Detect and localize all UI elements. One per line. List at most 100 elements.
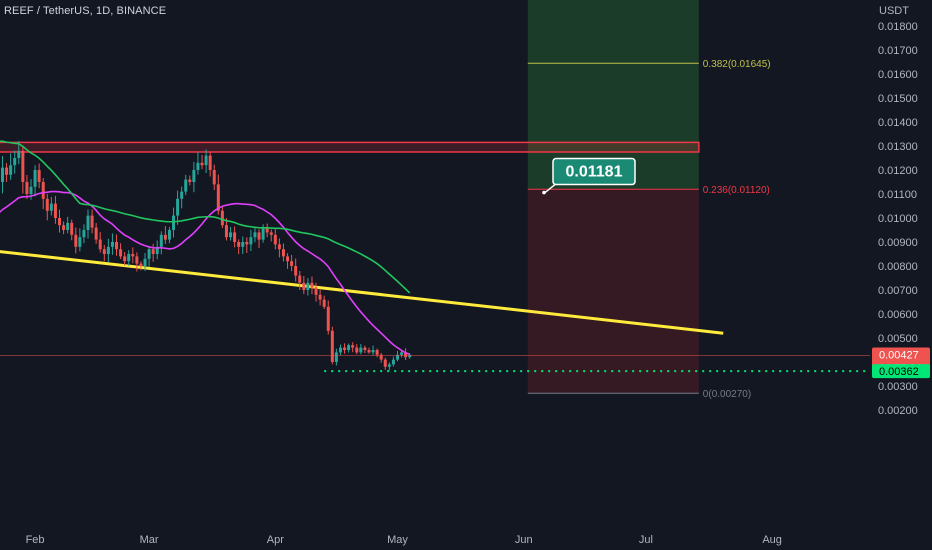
candle bbox=[379, 352, 383, 363]
price-callout[interactable]: 0.01181 bbox=[542, 157, 636, 195]
time-tick-label: May bbox=[387, 534, 408, 546]
candle bbox=[363, 345, 367, 354]
candle bbox=[82, 224, 86, 244]
candle bbox=[159, 231, 163, 255]
candle bbox=[94, 223, 98, 244]
price-axis-unit: USDT bbox=[879, 5, 909, 17]
candle bbox=[253, 227, 257, 243]
candle bbox=[224, 218, 228, 241]
candle bbox=[74, 227, 78, 254]
candle bbox=[237, 239, 241, 255]
candle bbox=[367, 347, 371, 354]
candle bbox=[180, 186, 184, 209]
current-price-value: 0.00427 bbox=[879, 350, 919, 362]
time-axis[interactable]: Feb Mar Apr May Jun Jul Aug bbox=[26, 534, 782, 546]
candle bbox=[115, 234, 119, 256]
candle bbox=[123, 252, 127, 266]
candle bbox=[62, 221, 66, 235]
price-tick-label: 0.00800 bbox=[878, 261, 918, 273]
time-tick-label: Jun bbox=[515, 534, 533, 546]
price-tick-label: 0.01200 bbox=[878, 165, 918, 177]
candle bbox=[151, 243, 155, 262]
candle bbox=[90, 209, 94, 234]
candle bbox=[176, 190, 180, 225]
candle bbox=[163, 226, 167, 244]
time-tick-label: Mar bbox=[140, 534, 159, 546]
candle bbox=[334, 348, 338, 366]
candle bbox=[13, 150, 17, 174]
candle bbox=[78, 228, 82, 252]
ma-fast-line bbox=[0, 190, 410, 355]
candles bbox=[0, 140, 412, 371]
candle bbox=[33, 165, 37, 197]
candle bbox=[359, 344, 363, 355]
candle bbox=[298, 270, 302, 290]
candle bbox=[37, 163, 41, 189]
price-tick-label: 0.00600 bbox=[878, 309, 918, 321]
candle bbox=[277, 238, 281, 258]
candle bbox=[212, 164, 216, 191]
candle bbox=[338, 344, 342, 356]
candle bbox=[106, 238, 110, 263]
price-tick-label: 0.00300 bbox=[878, 381, 918, 393]
candle bbox=[351, 342, 355, 353]
candle bbox=[135, 252, 139, 272]
candle bbox=[391, 356, 395, 367]
candle bbox=[273, 229, 277, 250]
candle bbox=[66, 216, 70, 234]
projection-zones bbox=[527, 0, 699, 394]
candle bbox=[355, 344, 359, 355]
candle bbox=[326, 300, 330, 335]
candle bbox=[302, 276, 306, 295]
price-tick-label: 0.01100 bbox=[878, 189, 917, 201]
candle bbox=[343, 343, 347, 354]
candle bbox=[9, 153, 13, 180]
time-tick-label: Feb bbox=[26, 534, 45, 546]
candle bbox=[53, 195, 57, 224]
price-axis[interactable]: USDT 0.01800 0.01700 0.01600 0.01500 0.01400 0… bbox=[870, 0, 932, 550]
candle bbox=[314, 282, 318, 302]
price-tick-label: 0.01300 bbox=[878, 141, 918, 153]
time-tick-label: Jul bbox=[639, 534, 653, 546]
candle bbox=[387, 362, 391, 371]
candle bbox=[265, 223, 269, 238]
fib-level-label: 0.236(0.01120) bbox=[703, 185, 770, 196]
price-tick-label: 0.00500 bbox=[878, 333, 918, 345]
candle bbox=[196, 151, 200, 175]
candle bbox=[330, 326, 334, 365]
candle bbox=[110, 233, 114, 255]
candle bbox=[395, 350, 399, 362]
candle bbox=[347, 343, 351, 353]
candle bbox=[192, 161, 196, 193]
candle bbox=[208, 151, 212, 177]
candle bbox=[98, 232, 102, 253]
candle bbox=[102, 245, 106, 262]
candle bbox=[0, 155, 4, 194]
candle bbox=[241, 236, 245, 255]
chart-drawings: 0.382(0.01645) 0.236(0.01120) 0(0.00270) bbox=[0, 59, 771, 400]
candle bbox=[155, 240, 159, 260]
candle bbox=[200, 154, 204, 170]
candle bbox=[41, 178, 45, 210]
candle bbox=[220, 206, 224, 228]
fib-level-label: 0.382(0.01645) bbox=[703, 59, 771, 70]
support-price-value: 0.00362 bbox=[879, 366, 919, 378]
candle bbox=[143, 252, 147, 271]
candle bbox=[310, 276, 314, 295]
resistance-zone bbox=[0, 141, 700, 153]
price-callout-value: 0.01181 bbox=[566, 164, 623, 181]
candle bbox=[204, 149, 208, 174]
price-tick-label: 0.00200 bbox=[878, 405, 918, 417]
candle bbox=[249, 229, 253, 252]
candle bbox=[131, 247, 135, 264]
candle bbox=[184, 174, 188, 196]
candle bbox=[281, 243, 285, 262]
price-tick-label: 0.01800 bbox=[878, 21, 918, 33]
price-tick-label: 0.01400 bbox=[878, 117, 918, 129]
price-tick-label: 0.00700 bbox=[878, 285, 918, 297]
time-tick-label: Apr bbox=[267, 534, 284, 546]
loss-zone bbox=[527, 189, 699, 394]
candle bbox=[5, 163, 9, 182]
moving-averages bbox=[0, 140, 411, 355]
